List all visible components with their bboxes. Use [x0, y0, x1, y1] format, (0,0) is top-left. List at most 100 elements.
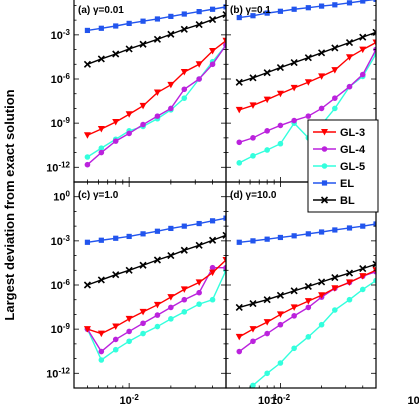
- legend-entry-gl-3: GL-3: [313, 127, 365, 139]
- data-point: [222, 37, 226, 45]
- data-point: [236, 139, 243, 146]
- series-gl-3-panel-c: [83, 257, 226, 338]
- data-point: [290, 287, 298, 295]
- y-tick-label: 10-6: [51, 278, 71, 293]
- data-point: [140, 330, 146, 337]
- data-point: [125, 45, 133, 53]
- data-point: [373, 221, 376, 227]
- data-point: [359, 265, 367, 273]
- series-gl-5-panel-d: [248, 277, 376, 388]
- data-point: [97, 55, 105, 63]
- y-tick-label: 10-3: [51, 233, 71, 248]
- data-point: [83, 60, 91, 68]
- data-point: [139, 102, 147, 110]
- data-point: [97, 330, 105, 338]
- series-gl-3-panel-b: [235, 39, 376, 114]
- data-point: [332, 307, 338, 313]
- data-point: [140, 320, 146, 327]
- data-point: [209, 218, 216, 224]
- data-point: [98, 145, 105, 151]
- data-point: [113, 23, 119, 29]
- data-point: [290, 84, 298, 92]
- data-point: [195, 61, 203, 68]
- data-point: [167, 30, 175, 38]
- x-tick-label: 10-1: [407, 393, 419, 408]
- data-point: [346, 296, 353, 303]
- data-point: [304, 298, 312, 305]
- y-tick-label: 10-3: [51, 27, 71, 42]
- panel-label: (d) γ=10.0: [230, 190, 277, 201]
- data-point: [291, 345, 297, 352]
- legend-entry-bl: BL: [313, 195, 355, 207]
- data-point: [291, 233, 297, 239]
- data-point: [222, 10, 226, 19]
- data-point: [83, 132, 91, 139]
- legend-label: BL: [340, 195, 355, 207]
- legend-entry-el: EL: [313, 178, 354, 190]
- data-point: [249, 326, 257, 333]
- data-point: [235, 106, 243, 114]
- data-point: [235, 78, 243, 86]
- legend: GL-3 GL-4 GL-5 EL BL: [307, 119, 379, 213]
- data-point: [318, 105, 325, 112]
- data-point: [180, 246, 188, 254]
- series-bl-panel-b: [235, 28, 376, 86]
- series-el-panel-c: [84, 215, 226, 245]
- data-point: [209, 47, 217, 55]
- data-point: [168, 316, 174, 322]
- data-point: [98, 348, 105, 355]
- data-point: [331, 67, 339, 74]
- data-point: [276, 311, 284, 318]
- data-point: [126, 338, 132, 345]
- data-point: [372, 39, 376, 47]
- data-point: [277, 360, 284, 366]
- series-bl-panel-a: [83, 10, 226, 68]
- data-point: [168, 225, 174, 232]
- data-point: [345, 279, 353, 286]
- data-point: [290, 59, 298, 67]
- data-point: [181, 309, 188, 315]
- data-point: [304, 282, 312, 290]
- data-point: [154, 16, 161, 22]
- series-line: [238, 271, 376, 353]
- panel-label: (a) γ=0.01: [78, 5, 124, 16]
- legend-label: EL: [340, 178, 354, 190]
- data-point: [167, 252, 175, 260]
- y-axis-label: Largest deviation from exact solution: [2, 89, 17, 320]
- data-point: [98, 237, 104, 243]
- data-point: [250, 238, 256, 244]
- data-point: [331, 274, 339, 282]
- data-point: [291, 117, 297, 124]
- data-point: [209, 6, 216, 12]
- data-point: [250, 135, 256, 141]
- data-point: [345, 54, 353, 61]
- data-point: [360, 0, 366, 4]
- data-point: [112, 118, 120, 126]
- data-point: [140, 231, 146, 237]
- data-point: [209, 15, 217, 24]
- series-line: [87, 259, 226, 335]
- data-point: [250, 13, 256, 19]
- data-point: [98, 357, 105, 363]
- data-point: [112, 336, 119, 343]
- data-point: [153, 89, 161, 97]
- data-point: [154, 312, 161, 318]
- data-point: [84, 154, 91, 160]
- data-point: [168, 105, 174, 112]
- panel-a: (a) γ=0.01 10-3 10-6 10-9 10-12: [46, 0, 227, 183]
- data-point: [345, 269, 354, 277]
- data-point: [181, 223, 187, 229]
- data-point: [223, 215, 226, 221]
- series-line: [86, 44, 226, 166]
- plot-layer: (a) γ=0.01 10-3 10-6 10-9 10-12 (b) γ=0.1 (c) …: [46, 0, 419, 407]
- data-point: [291, 6, 297, 12]
- data-point: [168, 304, 174, 311]
- data-point: [154, 323, 161, 330]
- data-point: [180, 25, 188, 33]
- data-point: [264, 370, 270, 377]
- data-point: [249, 299, 257, 308]
- data-point: [346, 83, 353, 90]
- series-gl-5-panel-a: [84, 42, 226, 160]
- series-gl-4-panel-b: [236, 46, 376, 146]
- data-point: [195, 241, 203, 249]
